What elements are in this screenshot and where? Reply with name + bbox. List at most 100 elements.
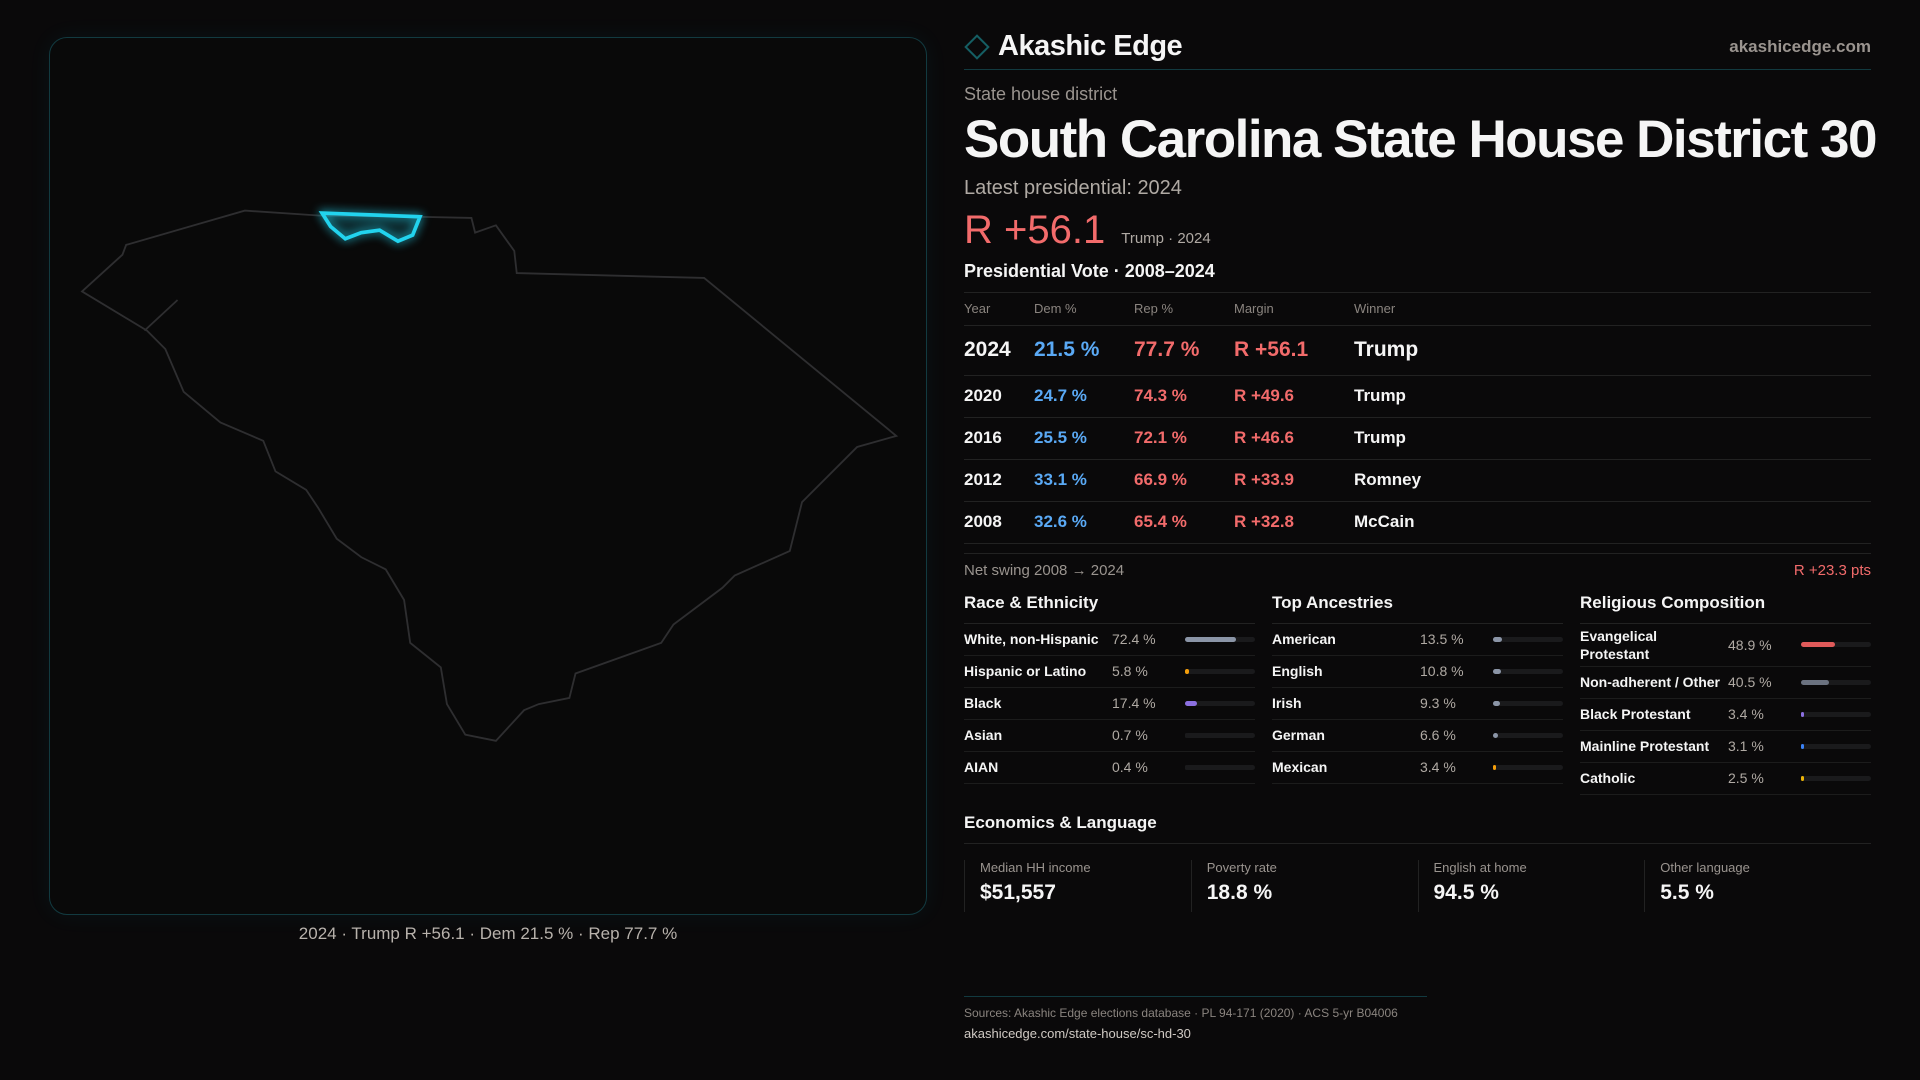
table-row: 2008 32.6 % 65.4 % R +32.8 McCain (964, 501, 1871, 544)
cell-winner: McCain (1354, 501, 1871, 544)
cell-margin: R +46.6 (1234, 417, 1354, 460)
cell-year: 2024 (964, 325, 1034, 376)
item-value: 0.7 % (1112, 727, 1148, 743)
stat-label: Median HH income (980, 859, 1091, 875)
cell-winner: Romney (1354, 459, 1871, 502)
stat-value: 18.8 % (1206, 880, 1273, 904)
bar-fill (1801, 743, 1804, 749)
list-item: Black Protestant 3.4 % (1580, 699, 1871, 731)
diamond-icon (964, 33, 990, 60)
demographic-group: Race & Ethnicity White, non-Hispanic 72.4… (964, 593, 1255, 795)
bar-track (1801, 775, 1871, 781)
bar-track (1185, 668, 1255, 674)
col-year: Year (964, 293, 1034, 326)
bar-track (1493, 764, 1563, 770)
item-label: Black Protestant (1580, 706, 1691, 722)
item-label: Black (964, 695, 1002, 711)
item-label: Irish (1272, 695, 1302, 711)
item-label: Mainline Protestant (1580, 738, 1710, 754)
bar-track (1801, 642, 1871, 647)
bar-track (1493, 668, 1563, 674)
bar-fill (1493, 668, 1501, 674)
col-winner: Winner (1354, 293, 1871, 326)
cell-rep: 65.4 % (1134, 501, 1234, 544)
cell-dem: 21.5 % (1034, 325, 1134, 376)
item-value: 48.9 % (1728, 636, 1772, 653)
stat-label: English at home (1433, 859, 1527, 875)
list-item: Hispanic or Latino 5.8 % (964, 656, 1255, 688)
stat-label: Poverty rate (1206, 859, 1277, 875)
page-url[interactable]: akashicedge.com/state-house/sc-hd-30 (964, 1026, 1191, 1041)
group-title: Religious Composition (1580, 593, 1871, 624)
cell-dem: 32.6 % (1034, 501, 1134, 544)
item-value: 0.4 % (1112, 759, 1148, 775)
economics-cards: Median HH income $51,557 Poverty rate 18.… (964, 859, 1871, 912)
latest-margin: R +56.1 (964, 208, 1106, 252)
bar-track (1493, 732, 1563, 738)
stat-value: 5.5 % (1660, 880, 1714, 904)
net-swing: Net swing 2008 → 2024 R +23.3 pts (964, 552, 1871, 579)
item-label: German (1272, 727, 1325, 743)
bar-fill (1185, 732, 1188, 738)
cell-winner: Trump (1354, 325, 1871, 376)
presidential-table: Year Dem % Rep % Margin Winner 2024 21.5 … (964, 293, 1871, 544)
bar-track (1185, 732, 1255, 738)
latest-label: Latest presidential: 2024 (964, 177, 1182, 199)
item-label: Mexican (1272, 759, 1328, 775)
bar-track (1801, 711, 1871, 717)
item-label: Non-adherent / Other (1580, 674, 1721, 690)
bar-fill (1185, 668, 1190, 674)
item-label: White, non-Hispanic (964, 631, 1099, 647)
presidential-title: Presidential Vote · 2008–2024 (964, 261, 1871, 293)
item-value: 3.1 % (1728, 738, 1764, 754)
latest-sub: Trump · 2024 (1121, 230, 1211, 247)
cell-margin: R +33.9 (1234, 459, 1354, 502)
table-row: 2024 21.5 % 77.7 % R +56.1 Trump (964, 325, 1871, 376)
bar-track (1493, 700, 1563, 706)
map-caption: 2024 · Trump R +56.1 · Dem 21.5 % · Rep … (298, 924, 678, 943)
cell-margin: R +56.1 (1234, 325, 1354, 376)
stat-card: Other language 5.5 % (1644, 859, 1871, 912)
site-link[interactable]: akashicedge.com (1729, 36, 1871, 56)
bar-fill (1801, 711, 1804, 717)
list-item: Irish 9.3 % (1272, 688, 1563, 720)
detail-panel: Akashic Edge akashicedge.com State house… (964, 30, 1877, 912)
cell-dem: 25.5 % (1034, 417, 1134, 460)
cell-winner: Trump (1354, 375, 1871, 418)
col-rep: Rep % (1134, 293, 1234, 326)
item-value: 10.8 % (1420, 663, 1464, 679)
col-dem: Dem % (1034, 293, 1134, 326)
list-item: Black 17.4 % (964, 688, 1255, 720)
stat-card: English at home 94.5 % (1417, 859, 1645, 912)
stat-value: 94.5 % (1433, 880, 1499, 904)
cell-margin: R +32.8 (1234, 501, 1354, 544)
bar-fill (1801, 679, 1830, 685)
list-item: Non-adherent / Other 40.5 % (1580, 667, 1871, 699)
bar-fill (1801, 775, 1804, 781)
cell-year: 2012 (964, 459, 1034, 502)
item-label: English (1272, 663, 1323, 679)
stat-card: Median HH income $51,557 (964, 859, 1191, 912)
cell-winner: Trump (1354, 417, 1871, 460)
table-row: 2012 33.1 % 66.9 % R +33.9 Romney (964, 459, 1871, 502)
bar-track (1185, 700, 1255, 706)
bar-track (1801, 743, 1871, 749)
item-label: Asian (964, 727, 1003, 743)
bar-track (1801, 679, 1871, 685)
group-title: Top Ancestries (1272, 593, 1563, 624)
bar-track (1185, 636, 1255, 642)
map-panel[interactable] (49, 37, 927, 915)
bar-fill (1185, 764, 1188, 770)
bar-fill (1801, 642, 1836, 647)
list-item: German 6.6 % (1272, 720, 1563, 752)
item-value: 17.4 % (1112, 695, 1156, 711)
bar-fill (1185, 700, 1198, 706)
table-row: 2016 25.5 % 72.1 % R +46.6 Trump (964, 417, 1871, 460)
list-item: White, non-Hispanic 72.4 % (964, 624, 1255, 656)
item-label: American (1272, 631, 1336, 647)
item-value: 9.3 % (1420, 695, 1456, 711)
swing-label: Net swing 2008 → 2024 (964, 561, 1125, 579)
item-label: Evangelical Protestant (1580, 627, 1658, 662)
demographic-group: Religious Composition Evangelical Protest… (1580, 593, 1871, 795)
economics-title: Economics & Language (964, 813, 1871, 844)
